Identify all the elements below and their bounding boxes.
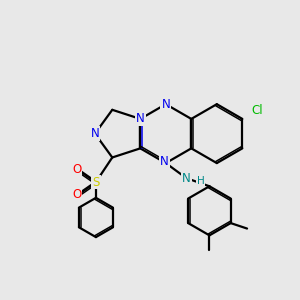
Text: N: N — [91, 127, 99, 140]
Text: N: N — [182, 172, 190, 184]
Text: N: N — [160, 155, 169, 168]
Text: N: N — [136, 112, 145, 125]
Text: S: S — [92, 176, 100, 188]
Text: N: N — [136, 112, 145, 125]
Text: Cl: Cl — [251, 104, 263, 117]
Text: H: H — [196, 176, 204, 186]
Text: N: N — [161, 98, 170, 111]
Text: O: O — [72, 163, 82, 176]
Text: O: O — [72, 188, 82, 201]
